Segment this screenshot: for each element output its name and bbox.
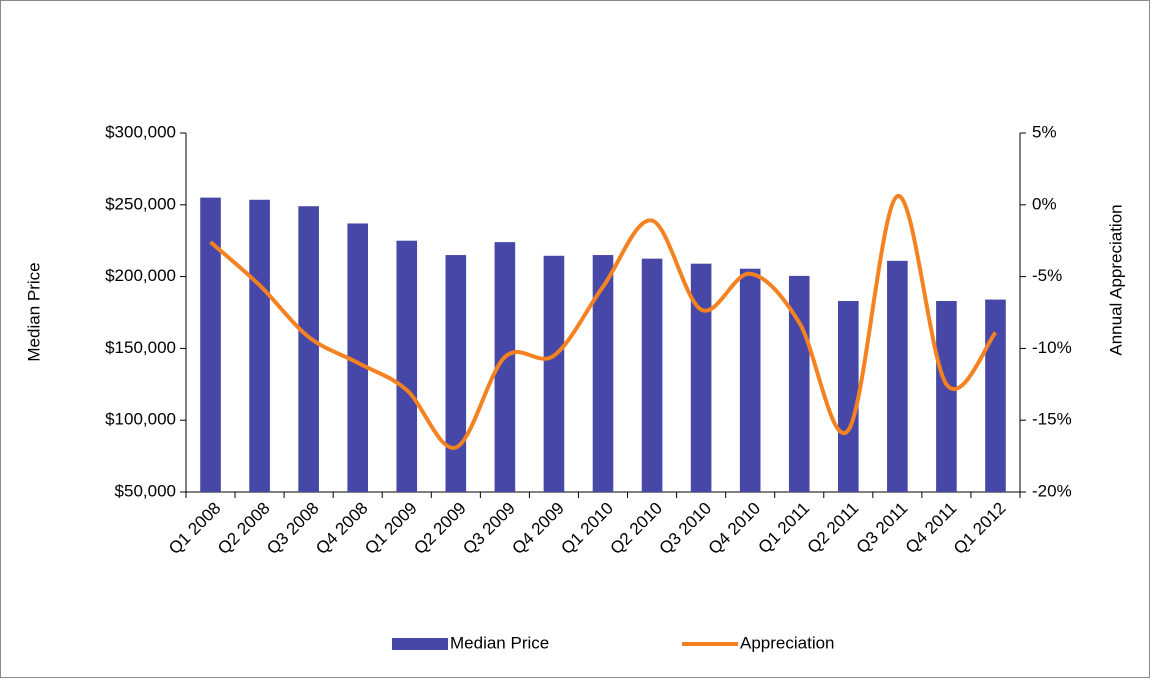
bar — [887, 260, 908, 492]
bar — [396, 240, 418, 492]
bar — [494, 242, 516, 492]
bar — [445, 255, 467, 492]
y2-tick-label: 5% — [1032, 122, 1057, 141]
bar — [985, 299, 1006, 492]
y2-tick-label: -15% — [1032, 410, 1072, 429]
y-axis-title: Median Price — [24, 262, 43, 361]
bar — [592, 255, 614, 492]
y-tick-label: $200,000 — [105, 266, 176, 285]
y2-tick-label: 0% — [1032, 194, 1057, 213]
bar — [690, 263, 712, 492]
bar — [837, 301, 859, 492]
legend-label: Appreciation — [740, 633, 835, 652]
y2-axis-title: Annual Appreciation — [1106, 204, 1125, 355]
bar — [641, 258, 663, 492]
y-tick-label: $100,000 — [105, 410, 176, 429]
legend-label: Median Price — [450, 633, 549, 652]
bar — [298, 206, 319, 492]
y2-tick-label: -20% — [1032, 481, 1072, 500]
bar — [200, 197, 221, 492]
y-tick-label: $50,000 — [115, 481, 176, 500]
bar — [936, 301, 957, 492]
y-tick-label: $150,000 — [105, 338, 176, 357]
bar — [739, 268, 761, 492]
y2-tick-label: -5% — [1032, 266, 1062, 285]
y2-tick-label: -10% — [1032, 338, 1072, 357]
bar — [347, 223, 369, 492]
y-tick-label: $300,000 — [105, 122, 176, 141]
bar — [543, 255, 565, 492]
y-tick-label: $250,000 — [105, 194, 176, 213]
line — [209, 194, 998, 450]
bar — [249, 199, 270, 493]
legend-swatch — [392, 638, 448, 650]
